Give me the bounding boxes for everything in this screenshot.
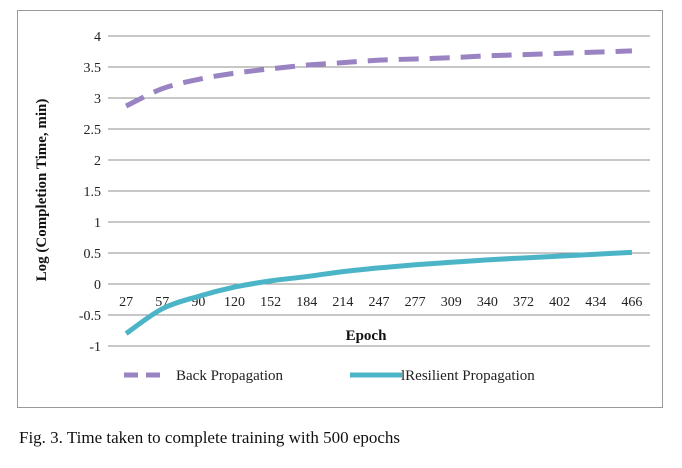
x-tick-label: 184 — [296, 295, 317, 310]
legend-label-back-propagation: Back Propagation — [176, 368, 284, 384]
y-tick-label: 4 — [94, 30, 101, 45]
series-layer — [124, 48, 633, 336]
x-tick-label: 120 — [224, 295, 245, 310]
x-tick-label: 214 — [332, 295, 353, 310]
figure-caption: Fig. 3. Time taken to complete training … — [19, 428, 401, 447]
x-tick-label: 309 — [441, 295, 462, 310]
x-tick-label: 402 — [549, 295, 570, 310]
legend: Back Propagation lResilient Propagation — [124, 368, 535, 384]
y-tick-label: 1 — [94, 216, 101, 231]
series-line-back-propagation — [124, 48, 633, 109]
y-tick-label: 3 — [94, 92, 101, 107]
x-tick-label: 247 — [369, 295, 390, 310]
x-tick-label: 372 — [513, 295, 534, 310]
x-tick-label: 27 — [119, 295, 133, 310]
y-tick-label: 0 — [94, 278, 101, 293]
x-axis-title: Epoch — [346, 328, 388, 344]
x-tick-label: 466 — [621, 295, 642, 310]
y-tick-label: -0.5 — [79, 309, 101, 324]
chart-frame — [17, 10, 663, 408]
x-tick-label: 277 — [405, 295, 426, 310]
x-tick-label: 340 — [477, 295, 498, 310]
y-tick-label: -1 — [89, 340, 101, 355]
series-line-resilient-propagation — [124, 249, 633, 336]
legend-label-resilient-propagation: lResilient Propagation — [401, 368, 535, 384]
y-tick-label: 3.5 — [84, 61, 102, 76]
x-tick-label: 152 — [260, 295, 281, 310]
x-tick-label: 434 — [585, 295, 606, 310]
y-tick-label: 2.5 — [84, 123, 102, 138]
grid-layer — [108, 35, 650, 347]
y-tick-label: 0.5 — [84, 247, 102, 262]
x-tick-labels: 27 57 90 120 152 184 214 247 277 309 340 372 402 434 4… — [119, 295, 642, 310]
y-tick-labels: -1 -0.5 0 0.5 1 1.5 2 2.5 3 3.5 4 — [79, 30, 101, 355]
y-tick-label: 1.5 — [84, 185, 102, 200]
y-tick-label: 2 — [94, 154, 101, 169]
y-axis-title: Log (Completion Time, min) — [34, 99, 50, 282]
